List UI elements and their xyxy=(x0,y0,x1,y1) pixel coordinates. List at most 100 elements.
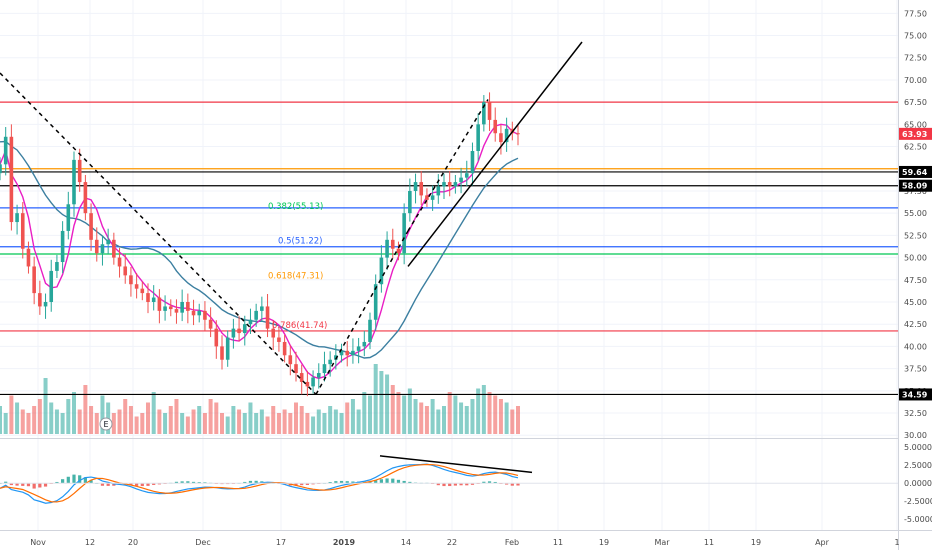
candle-body xyxy=(402,213,406,254)
price-tick-label: 72.50 xyxy=(904,54,927,63)
volume-bar xyxy=(322,413,327,434)
candle-body xyxy=(134,284,139,289)
candle xyxy=(129,266,133,297)
candle xyxy=(83,174,88,221)
volume-bar xyxy=(146,402,150,434)
time-tick-label: Dec xyxy=(195,538,210,547)
event-marker-label: E xyxy=(103,420,108,429)
candle-body xyxy=(0,164,2,174)
candle xyxy=(220,335,224,370)
macd-histogram-bar xyxy=(72,474,76,484)
macd-histogram-bar xyxy=(106,483,110,486)
macd-histogram-bar xyxy=(351,481,355,484)
volume-bar xyxy=(470,399,475,434)
candle xyxy=(311,370,315,394)
macd-histogram-bar xyxy=(402,480,406,484)
candle-body xyxy=(168,306,173,310)
time-tick-label: 22 xyxy=(447,538,457,547)
candle-body xyxy=(368,319,372,342)
macd-histogram-bar xyxy=(174,481,179,484)
volume-bar xyxy=(100,395,105,434)
candle xyxy=(151,285,156,311)
candle xyxy=(368,312,372,350)
volume-bar xyxy=(37,399,42,434)
volume-bar xyxy=(94,413,99,434)
candle xyxy=(117,247,122,278)
fib-label: 0.786(41.74) xyxy=(272,321,327,331)
candle xyxy=(453,174,458,194)
price-tag: 63.93 xyxy=(899,127,932,140)
candle-body xyxy=(117,257,122,267)
volume-bar xyxy=(356,409,361,434)
candle-body xyxy=(254,310,258,320)
volume-bar xyxy=(265,416,270,434)
volume-bar xyxy=(339,413,344,434)
candle xyxy=(504,117,509,152)
candle xyxy=(66,191,71,240)
candle-body xyxy=(77,159,82,183)
price-tick-label: 62.50 xyxy=(904,143,927,152)
candle xyxy=(163,295,167,321)
price-tick-label: 65.00 xyxy=(904,120,927,129)
volume-bar xyxy=(311,416,316,434)
candle xyxy=(271,320,276,350)
horizontal-levels[interactable] xyxy=(0,101,898,396)
candle xyxy=(305,370,310,397)
macd-histogram-bar xyxy=(436,483,440,486)
macd-histogram-bar xyxy=(43,483,48,487)
candle xyxy=(32,256,36,305)
candle xyxy=(373,274,378,331)
candle-body xyxy=(49,270,54,302)
macd-histogram-bar xyxy=(146,483,150,486)
candle xyxy=(425,188,429,207)
candle xyxy=(146,283,150,314)
candle-body xyxy=(408,190,412,214)
volume-bar xyxy=(282,409,287,434)
price-tick-label: 47.50 xyxy=(904,276,927,285)
candle xyxy=(493,107,498,142)
candle-body xyxy=(277,337,281,342)
volume-bar xyxy=(208,399,213,434)
macd-histogram-bar xyxy=(157,483,161,485)
candle-body xyxy=(157,297,162,311)
price-tick-label: 40.00 xyxy=(904,342,927,351)
macd-histogram-bar xyxy=(339,480,344,484)
volume-bar xyxy=(481,385,486,434)
candle xyxy=(396,241,401,261)
macd-histogram-bar xyxy=(9,483,13,486)
volume-bar xyxy=(368,395,372,434)
candle xyxy=(140,281,145,301)
trendline xyxy=(407,99,489,232)
candle-body xyxy=(151,297,156,302)
price-tick-label: 42.50 xyxy=(904,320,927,329)
macd-histogram-bar xyxy=(26,483,31,487)
volume-bar xyxy=(447,392,452,434)
volume-bar xyxy=(487,392,492,434)
macd-pane xyxy=(0,455,898,504)
volume-bar xyxy=(504,402,509,434)
macd-histogram-bar xyxy=(254,480,258,484)
candle-body xyxy=(106,239,110,245)
candle xyxy=(464,160,469,187)
volume-bar xyxy=(510,409,515,434)
candlesticks[interactable] xyxy=(0,92,520,397)
candle-body xyxy=(83,182,88,214)
volume-bar xyxy=(248,402,253,434)
volume-bar xyxy=(305,413,310,434)
trendlines[interactable] xyxy=(0,41,583,395)
macd-histogram-bar xyxy=(83,477,87,484)
candle-body xyxy=(493,119,498,134)
candle xyxy=(157,289,162,324)
macd-histogram-bar xyxy=(191,481,196,484)
candle xyxy=(499,124,503,155)
candle-body xyxy=(191,310,196,316)
volume-bar xyxy=(396,392,401,434)
macd-histogram-bar xyxy=(89,480,93,484)
volume-bar xyxy=(271,406,276,434)
candle-body xyxy=(271,328,276,338)
candle xyxy=(294,351,298,382)
fib-label: 0.5(51.22) xyxy=(278,237,322,247)
